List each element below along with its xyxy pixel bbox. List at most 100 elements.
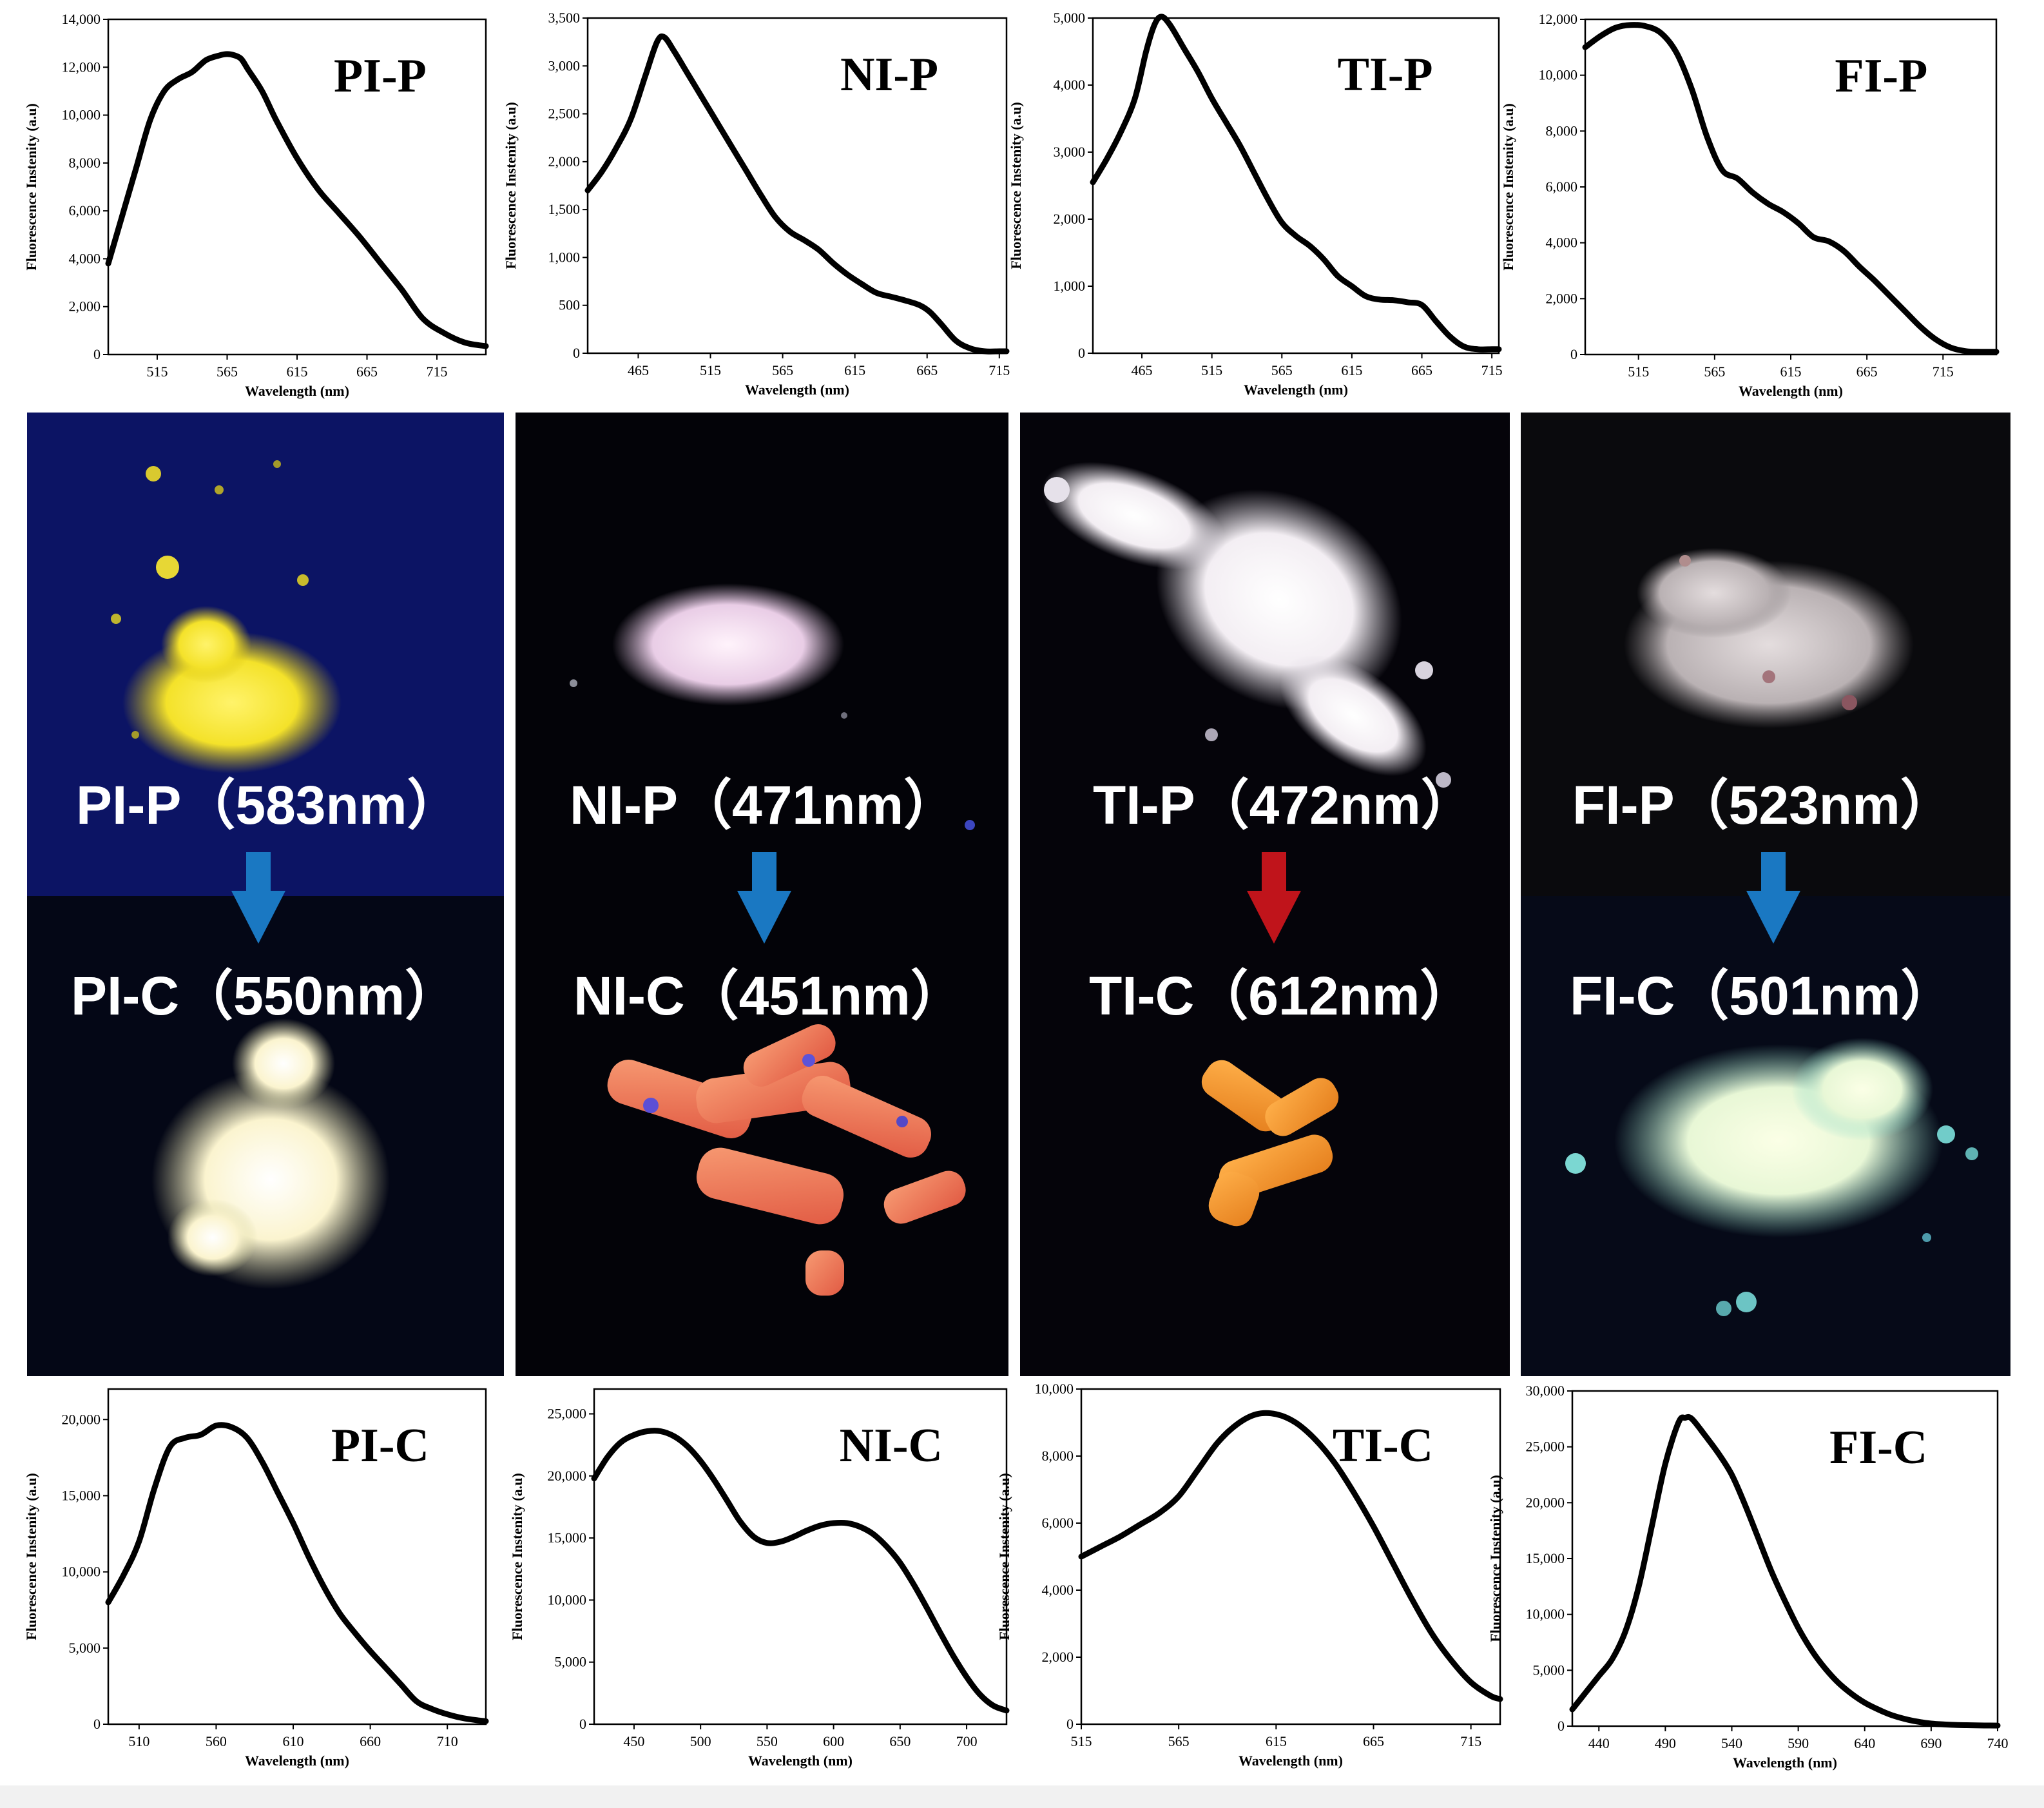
chart-pi-p: 515 565 615 665 715 0 2,000 4,000 6,000 8,000 10,0… — [23, 11, 489, 399]
x-tick-label: 665 — [1856, 364, 1878, 380]
y-tick-label: 0 — [1570, 346, 1577, 362]
spectrum-line — [584, 33, 1010, 355]
x-tick-label: 715 — [988, 362, 1010, 378]
x-tick-label: 665 — [916, 362, 938, 378]
y-tick-label: 3,000 — [1054, 144, 1086, 160]
y-tick-label: 2,000 — [1054, 211, 1086, 227]
y-tick-label: 5,000 — [69, 1640, 101, 1656]
y-tick-label: 6,000 — [69, 202, 101, 219]
y-tick-label: 10,000 — [62, 1564, 101, 1580]
x-tick-label: 515 — [700, 362, 721, 378]
spectrum-line — [1090, 14, 1502, 353]
ti-c-crystals — [1201, 1060, 1339, 1227]
y-tick-label: 8,000 — [1042, 1448, 1074, 1464]
x-tick-label: 665 — [1411, 362, 1432, 378]
x-axis-label: Wavelength (nm) — [745, 382, 849, 398]
chart-title: FI-C — [1829, 1421, 1927, 1474]
x-axis-label: Wavelength (nm) — [1739, 383, 1843, 399]
label-ti-c: TI-C（612nm） — [1089, 966, 1474, 1026]
y-tick-label: 0 — [1078, 345, 1085, 361]
label-ti-p: TI-P（472nm） — [1093, 775, 1475, 835]
x-tick-label: 615 — [1341, 362, 1362, 378]
x-tick-label: 565 — [1168, 1733, 1190, 1749]
x-tick-label: 440 — [1588, 1735, 1610, 1751]
chart-pi-c: 510 560 610 660 710 0 5,000 10,000 15,000 20,000 W… — [23, 1388, 489, 1769]
spectrum-line — [105, 51, 489, 349]
plot-frame — [593, 1388, 1008, 1725]
label-pi-p: PI-P（583nm） — [76, 775, 461, 835]
y-tick-label: 0 — [1557, 1718, 1565, 1734]
y-tick-label: 20,000 — [62, 1411, 101, 1427]
ni-c-crystals — [607, 1024, 966, 1296]
x-tick-label: 510 — [128, 1733, 149, 1749]
x-axis-label: Wavelength (nm) — [245, 1753, 349, 1769]
label-pi-c: PI-C（550nm） — [71, 966, 459, 1026]
x-tick-label: 665 — [1363, 1733, 1384, 1749]
y-axis-label: Fluorescence Instenity (a.u) — [996, 1473, 1012, 1640]
photo-panel-ni — [516, 413, 1008, 1376]
plot-frame — [107, 18, 487, 356]
y-axis-label: Fluorescence Instenity (a.u) — [23, 1473, 39, 1640]
spectrum-line — [1569, 1414, 2001, 1729]
y-tick-label: 0 — [93, 1716, 101, 1732]
y-tick-label: 5,000 — [1054, 10, 1086, 26]
x-tick-label: 565 — [1271, 362, 1293, 378]
x-tick-label: 450 — [623, 1733, 644, 1749]
y-tick-label: 8,000 — [1546, 122, 1578, 139]
y-tick-label: 15,000 — [62, 1487, 101, 1503]
y-axis-label: Fluorescence Instenity (a.u) — [509, 1473, 525, 1640]
x-tick-label: 715 — [427, 364, 448, 380]
x-tick-label: 615 — [287, 364, 308, 380]
x-tick-label: 600 — [823, 1733, 844, 1749]
x-tick-label: 515 — [1628, 364, 1649, 380]
y-tick-label: 3,500 — [548, 10, 581, 26]
y-tick-label: 25,000 — [548, 1406, 587, 1422]
y-tick-label: 2,500 — [548, 106, 581, 122]
arrow-ni — [737, 852, 791, 944]
y-tick-label: 12,000 — [62, 59, 101, 75]
x-tick-label: 490 — [1655, 1735, 1676, 1751]
y-tick-label: 8,000 — [69, 155, 101, 171]
label-fi-c: FI-C（501nm） — [1570, 966, 1954, 1026]
chart-title: TI-P — [1338, 48, 1433, 101]
x-tick-label: 515 — [1201, 362, 1222, 378]
x-tick-label: 715 — [1460, 1733, 1481, 1749]
x-tick-label: 550 — [757, 1733, 778, 1749]
y-tick-label: 2,000 — [1042, 1649, 1074, 1665]
bottom-strip — [0, 1785, 2044, 1808]
x-tick-label: 615 — [844, 362, 865, 378]
chart-ti-c: 515 565 615 665 715 0 2,000 4,000 6,000 8,000 10,0… — [996, 1381, 1503, 1769]
chart-title: PI-P — [334, 50, 427, 102]
chart-title: NI-P — [840, 48, 938, 101]
x-tick-label: 560 — [206, 1733, 227, 1749]
plot-frame — [1571, 1390, 1999, 1727]
x-tick-label: 465 — [1132, 362, 1153, 378]
y-axis-label: Fluorescence Instenity (a.u) — [1500, 103, 1516, 270]
y-axis-label: Fluorescence Instenity (a.u) — [503, 102, 519, 269]
arrow-ti — [1247, 852, 1301, 944]
y-tick-label: 4,000 — [69, 250, 101, 266]
chart-title: FI-P — [1835, 50, 1927, 102]
spectrum-line — [1078, 1410, 1503, 1702]
x-tick-label: 660 — [360, 1733, 381, 1749]
chart-ni-p: 465 515 565 615 665 715 0 500 1,000 1,500 2,000 2,5… — [503, 10, 1010, 398]
x-axis-label: Wavelength (nm) — [1239, 1753, 1343, 1769]
y-tick-label: 500 — [559, 297, 580, 313]
x-tick-label: 710 — [437, 1733, 458, 1749]
x-tick-label: 590 — [1788, 1735, 1809, 1751]
chart-title: NI-C — [840, 1419, 943, 1472]
chart-ti-p: 465 515 565 615 665 715 0 1,000 2,000 3,000 4,000 5… — [1008, 10, 1503, 398]
x-axis-label: Wavelength (nm) — [1733, 1755, 1837, 1771]
y-tick-label: 4,000 — [1042, 1582, 1074, 1598]
y-tick-label: 10,000 — [1539, 67, 1578, 83]
x-tick-label: 740 — [1987, 1735, 2009, 1751]
y-tick-label: 15,000 — [548, 1530, 587, 1546]
x-tick-label: 715 — [1933, 364, 1954, 380]
y-axis-label: Fluorescence Instenity (a.u) — [1008, 102, 1024, 269]
chart-ni-c: 450 500 550 600 650 700 0 5,000 10,000 15,000 20,0… — [509, 1388, 1010, 1769]
y-tick-label: 2,000 — [1546, 290, 1578, 306]
y-tick-label: 0 — [1066, 1716, 1074, 1732]
x-tick-label: 715 — [1481, 362, 1503, 378]
